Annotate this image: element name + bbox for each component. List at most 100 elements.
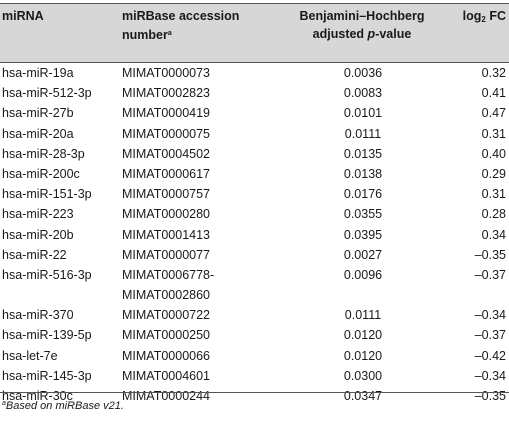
cell-log2-fc: 0.47 — [481, 106, 506, 121]
cell-adjusted-p-value: 0.0395 — [343, 227, 383, 242]
cell-adjusted-p-value: 0.0027 — [343, 247, 383, 262]
cell-accession: MIMAT0004601 — [122, 368, 211, 383]
cell-mirna: hsa-miR-512-3p — [2, 86, 92, 101]
cell-log2-fc: –0.34 — [474, 308, 506, 323]
header-log2fc: log2 FC — [446, 7, 506, 29]
table-row: hsa-miR-28-3p MIMAT0004502 0.0135 0.40 — [0, 143, 509, 163]
header-accession-footnote-mark: a — [167, 30, 172, 37]
cell-mirna: hsa-miR-22 — [2, 247, 67, 262]
cell-accession: MIMAT0000722 — [122, 308, 211, 323]
header-mirna: miRNA — [2, 9, 44, 23]
bottom-rule — [0, 392, 509, 393]
header-fc-post: FC — [485, 9, 506, 23]
cell-adjusted-p-value: 0.0101 — [343, 106, 383, 121]
cell-mirna: hsa-miR-200c — [2, 166, 80, 181]
cell-mirna: hsa-miR-28-3p — [2, 146, 85, 161]
cell-accession: MIMAT0000250 — [122, 328, 211, 343]
cell-mirna: hsa-miR-20a — [2, 126, 74, 141]
cell-log2-fc: 0.40 — [481, 146, 506, 161]
table-row: hsa-let-7e MIMAT0000066 0.0120 –0.42 — [0, 345, 509, 365]
cell-accession: MIMAT0000757 — [122, 187, 211, 202]
cell-log2-fc: 0.28 — [481, 207, 506, 222]
cell-adjusted-p-value: 0.0176 — [343, 187, 383, 202]
header-accession-text: miRBase accession number — [122, 9, 240, 42]
cell-accession: MIMAT0001413 — [122, 227, 211, 242]
cell-adjusted-p-value: 0.0138 — [343, 166, 383, 181]
cell-adjusted-p-value: 0.0111 — [344, 126, 382, 141]
header-background — [0, 4, 509, 62]
header-accession: miRBase accession numbera — [122, 7, 282, 44]
cell-accession: MIMAT0002823 — [122, 86, 211, 101]
cell-accession: MIMAT0000280 — [122, 207, 211, 222]
cell-log2-fc: 0.34 — [481, 227, 506, 242]
cell-mirna: hsa-let-7e — [2, 348, 58, 363]
table-row: hsa-miR-223 MIMAT0000280 0.0355 0.28 — [0, 203, 509, 223]
cell-mirna: hsa-miR-27b — [2, 106, 74, 121]
cell-log2-fc: 0.31 — [481, 126, 506, 141]
header-bh-pvalue: Benjamini–Hochberg adjusted p-value — [278, 7, 446, 43]
cell-adjusted-p-value: 0.0300 — [343, 368, 383, 383]
cell-mirna: hsa-miR-139-5p — [2, 328, 92, 343]
header-bh-line2-italic: p — [367, 27, 376, 41]
cell-log2-fc: 0.31 — [481, 187, 506, 202]
cell-mirna: hsa-miR-516-3p — [2, 267, 92, 282]
cell-mirna: hsa-miR-151-3p — [2, 187, 92, 202]
cell-accession: MIMAT0006778- MIMAT0002860 — [122, 267, 215, 302]
cell-accession: MIMAT0000419 — [122, 106, 211, 121]
cell-adjusted-p-value: 0.0096 — [343, 267, 383, 282]
cell-mirna: hsa-miR-20b — [2, 227, 74, 242]
header-rule — [0, 62, 509, 63]
cell-adjusted-p-value: 0.0111 — [344, 308, 382, 323]
cell-accession: MIMAT0000066 — [122, 348, 211, 363]
cell-accession: MIMAT0000244 — [122, 389, 211, 404]
cell-accession: MIMAT0000617 — [122, 166, 211, 181]
cell-accession: MIMAT0000073 — [122, 66, 211, 80]
table-row: hsa-miR-27b MIMAT0000419 0.0101 0.47 — [0, 102, 509, 122]
table-row: hsa-miR-145-3p MIMAT0004601 0.0300 –0.34 — [0, 365, 509, 385]
header-bh-line2-pre: adjusted — [312, 27, 368, 41]
table-row: hsa-miR-516-3p MIMAT0006778- MIMAT0002860 0… — [0, 264, 509, 304]
table-row: hsa-miR-22 MIMAT0000077 0.0027 –0.35 — [0, 244, 509, 264]
cell-adjusted-p-value: 0.0135 — [343, 146, 383, 161]
header-bh-line2: adjusted p-value — [278, 25, 446, 43]
header-fc-pre: log — [462, 9, 482, 23]
cell-mirna: hsa-miR-223 — [2, 207, 74, 222]
cell-log2-fc: –0.34 — [474, 368, 506, 383]
cell-adjusted-p-value: 0.0355 — [343, 207, 383, 222]
cell-mirna: hsa-miR-19a — [2, 66, 74, 80]
table-row: hsa-miR-20b MIMAT0001413 0.0395 0.34 — [0, 224, 509, 244]
footnote-mark: a — [2, 400, 6, 407]
top-rule — [0, 3, 509, 4]
footnote-text: Based on miRBase v21. — [5, 400, 124, 412]
header-bh-line2-post: -value — [375, 27, 412, 41]
table-body: hsa-miR-19a MIMAT0000073 0.0036 0.32 hsa-miR… — [0, 62, 509, 405]
cell-adjusted-p-value: 0.0347 — [343, 389, 383, 404]
footnote: aBased on miRBase v21. — [2, 400, 124, 412]
table-row: hsa-miR-512-3p MIMAT0002823 0.0083 0.41 — [0, 82, 509, 102]
header-bh-line1: Benjamini–Hochberg — [299, 9, 425, 23]
cell-mirna: hsa-miR-145-3p — [2, 368, 92, 383]
table-row: hsa-miR-139-5p MIMAT0000250 0.0120 –0.37 — [0, 324, 509, 344]
cell-log2-fc: –0.35 — [474, 389, 506, 404]
cell-log2-fc: –0.42 — [474, 348, 506, 363]
cell-accession: MIMAT0000077 — [122, 247, 211, 262]
cell-accession: MIMAT0000075 — [122, 126, 211, 141]
cell-adjusted-p-value: 0.0036 — [343, 66, 383, 80]
cell-log2-fc: 0.41 — [481, 86, 506, 101]
cell-log2-fc: –0.35 — [474, 247, 506, 262]
cell-mirna: hsa-miR-370 — [2, 308, 74, 323]
cell-accession: MIMAT0004502 — [122, 146, 211, 161]
table-row: hsa-miR-20a MIMAT0000075 0.0111 0.31 — [0, 123, 509, 143]
cell-log2-fc: –0.37 — [474, 328, 506, 343]
table-row: hsa-miR-19a MIMAT0000073 0.0036 0.32 — [0, 62, 509, 82]
cell-log2-fc: 0.29 — [481, 166, 506, 181]
cell-adjusted-p-value: 0.0120 — [343, 348, 383, 363]
cell-adjusted-p-value: 0.0120 — [343, 328, 383, 343]
header-fc-sub: 2 — [481, 15, 486, 24]
cell-log2-fc: –0.37 — [474, 267, 506, 282]
cell-adjusted-p-value: 0.0083 — [343, 86, 383, 101]
table-row: hsa-miR-151-3p MIMAT0000757 0.0176 0.31 — [0, 183, 509, 203]
cell-log2-fc: 0.32 — [481, 66, 506, 80]
table-row: hsa-miR-370 MIMAT0000722 0.0111 –0.34 — [0, 304, 509, 324]
